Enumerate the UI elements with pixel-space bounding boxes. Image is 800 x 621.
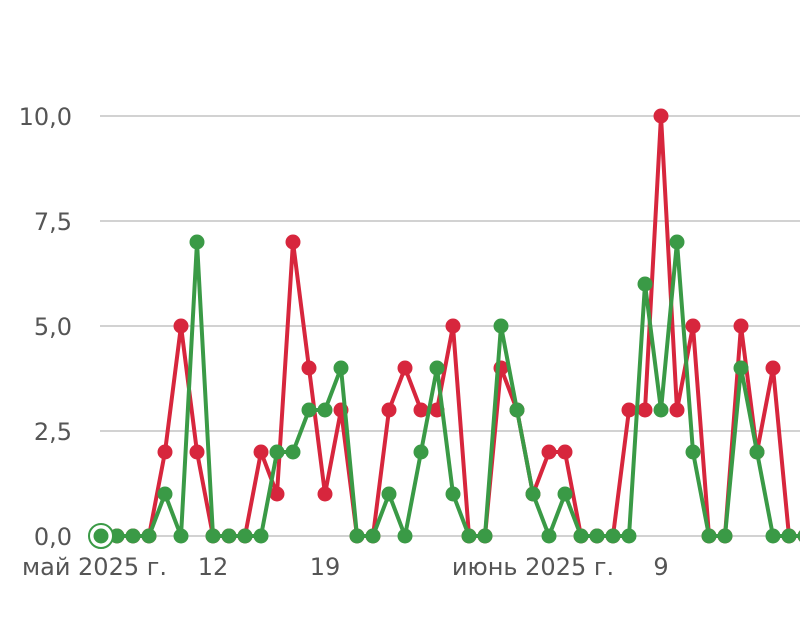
data-point[interactable]: [733, 318, 749, 334]
data-point[interactable]: [365, 528, 381, 544]
data-point[interactable]: [429, 360, 445, 376]
data-point[interactable]: [333, 360, 349, 376]
data-point[interactable]: [509, 402, 525, 418]
data-point[interactable]: [653, 108, 669, 124]
y-tick-label: 10,0: [19, 103, 72, 131]
data-point[interactable]: [557, 444, 573, 460]
data-point[interactable]: [669, 402, 685, 418]
data-point[interactable]: [413, 444, 429, 460]
x-tick-label: 19: [310, 553, 341, 581]
data-point[interactable]: [781, 528, 797, 544]
series-group: [88, 108, 800, 549]
data-point[interactable]: [493, 318, 509, 334]
data-point[interactable]: [637, 276, 653, 292]
data-point[interactable]: [173, 318, 189, 334]
x-tick-label: 12: [198, 553, 229, 581]
data-point[interactable]: [157, 444, 173, 460]
data-point[interactable]: [669, 234, 685, 250]
data-point[interactable]: [621, 402, 637, 418]
data-point[interactable]: [141, 528, 157, 544]
data-point[interactable]: [541, 528, 557, 544]
data-point[interactable]: [685, 444, 701, 460]
data-point[interactable]: [157, 486, 173, 502]
data-point[interactable]: [285, 234, 301, 250]
data-point[interactable]: [397, 360, 413, 376]
data-point[interactable]: [317, 486, 333, 502]
data-point[interactable]: [253, 444, 269, 460]
data-point[interactable]: [637, 402, 653, 418]
series-2: [93, 234, 800, 544]
hover-marker-point[interactable]: [93, 528, 109, 544]
data-point[interactable]: [685, 318, 701, 334]
data-point[interactable]: [445, 318, 461, 334]
data-point[interactable]: [269, 486, 285, 502]
y-axis-ticks: 0,0 2,5 5,0 7,5 10,0: [19, 103, 72, 551]
data-point[interactable]: [797, 529, 800, 544]
data-point[interactable]: [301, 360, 317, 376]
data-point[interactable]: [253, 528, 269, 544]
data-point[interactable]: [701, 528, 717, 544]
data-point[interactable]: [621, 528, 637, 544]
data-point[interactable]: [765, 360, 781, 376]
data-point[interactable]: [749, 444, 765, 460]
data-point[interactable]: [301, 402, 317, 418]
data-point[interactable]: [381, 486, 397, 502]
data-point[interactable]: [461, 528, 477, 544]
x-axis-ticks: май 2025 г. 12 19 июнь 2025 г. 9: [22, 553, 669, 581]
data-point[interactable]: [285, 444, 301, 460]
data-point[interactable]: [605, 528, 621, 544]
data-point[interactable]: [269, 444, 285, 460]
x-tick-label: май 2025 г.: [22, 553, 167, 581]
data-point[interactable]: [717, 528, 733, 544]
data-point[interactable]: [653, 402, 669, 418]
data-point[interactable]: [349, 528, 365, 544]
data-point[interactable]: [189, 444, 205, 460]
data-point[interactable]: [573, 528, 589, 544]
data-point[interactable]: [381, 402, 397, 418]
y-tick-label: 0,0: [34, 523, 72, 551]
data-point[interactable]: [525, 486, 541, 502]
x-tick-label: июнь 2025 г.: [452, 553, 614, 581]
data-point[interactable]: [445, 486, 461, 502]
data-point[interactable]: [237, 528, 253, 544]
data-point[interactable]: [205, 528, 221, 544]
data-point[interactable]: [541, 444, 557, 460]
data-point[interactable]: [477, 528, 493, 544]
data-point[interactable]: [173, 528, 189, 544]
y-tick-label: 7,5: [34, 208, 72, 236]
data-point[interactable]: [589, 528, 605, 544]
data-point[interactable]: [221, 528, 237, 544]
data-point[interactable]: [413, 402, 429, 418]
data-point[interactable]: [125, 528, 141, 544]
data-point[interactable]: [733, 360, 749, 376]
data-point[interactable]: [765, 528, 781, 544]
data-point[interactable]: [557, 486, 573, 502]
data-point[interactable]: [189, 234, 205, 250]
data-point[interactable]: [317, 402, 333, 418]
x-tick-label: 9: [653, 553, 668, 581]
y-tick-label: 2,5: [34, 418, 72, 446]
data-point[interactable]: [397, 528, 413, 544]
y-tick-label: 5,0: [34, 313, 72, 341]
